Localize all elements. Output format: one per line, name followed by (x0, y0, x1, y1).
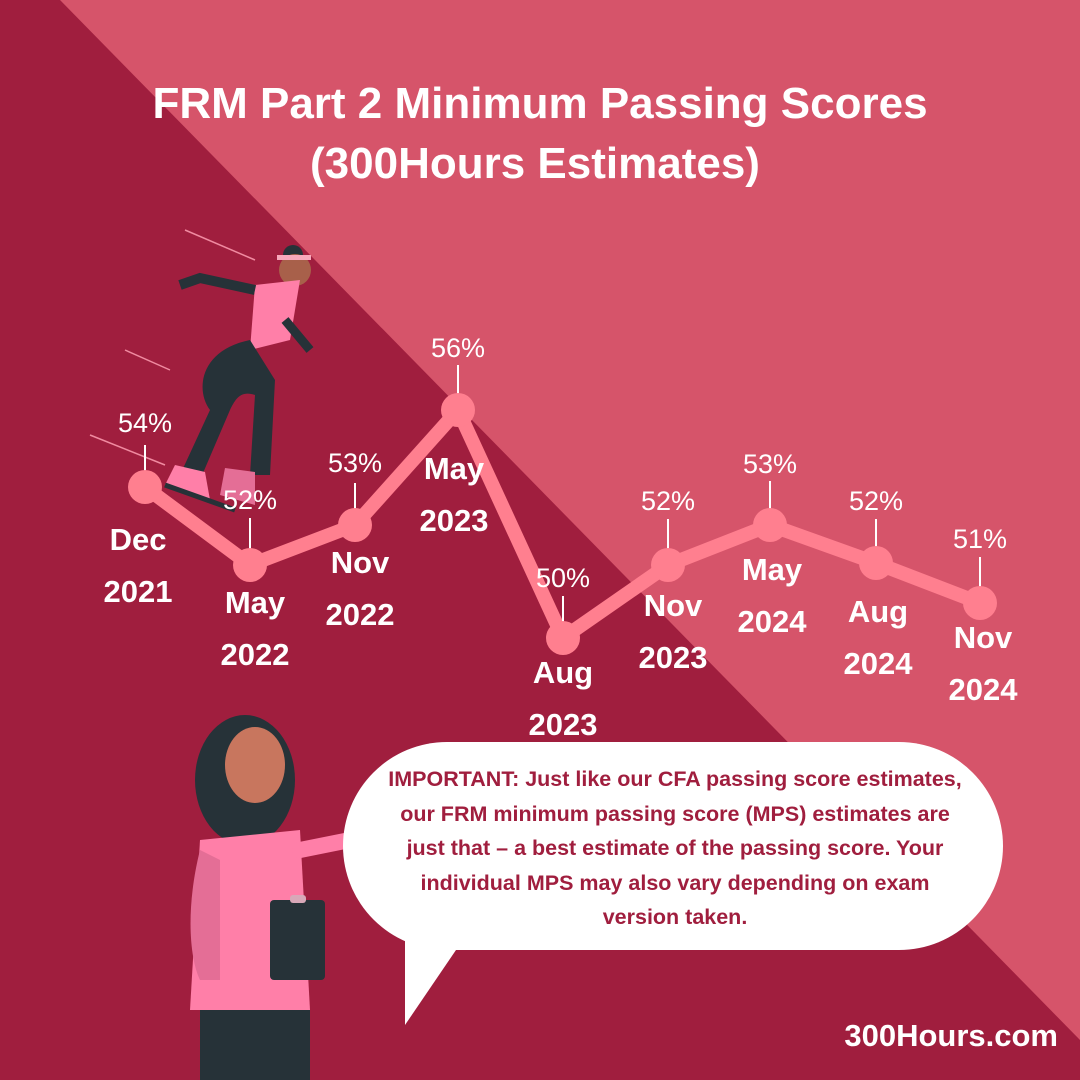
presenter-illustration-icon (190, 715, 405, 1080)
value-label: 51% (952, 524, 1008, 554)
data-point (651, 548, 685, 582)
value-label: 54% (117, 408, 173, 438)
data-point (859, 546, 893, 580)
category-label: Nov 2022 (325, 545, 395, 632)
title-line-2: (300Hours Estimates) (310, 139, 760, 188)
category-label: May 2024 (737, 552, 807, 639)
disclaimer-note: IMPORTANT: Just like our CFA passing sco… (388, 767, 962, 929)
value-label: 56% (430, 333, 486, 363)
data-point (963, 586, 997, 620)
page-title: FRM Part 2 Minimum Passing Scores (300Ho… (0, 74, 1080, 194)
value-label: 52% (640, 486, 696, 516)
brand-link[interactable]: 300Hours.com (844, 1018, 1058, 1053)
category-label: Dec 2021 (103, 522, 173, 609)
speech-bubble-tail (405, 900, 490, 1025)
value-label: 52% (222, 485, 278, 515)
category-label: Nov 2023 (638, 588, 708, 675)
data-point (128, 470, 162, 504)
skater-illustration-icon (89, 229, 314, 513)
title-line-1: FRM Part 2 Minimum Passing Scores (152, 79, 928, 128)
category-label: May 2023 (419, 451, 489, 538)
data-point (233, 548, 267, 582)
category-label: Aug 2023 (528, 655, 598, 742)
data-point (338, 508, 372, 542)
value-label: 52% (848, 486, 904, 516)
category-label: May 2022 (220, 585, 290, 672)
category-label: Nov 2024 (948, 620, 1018, 707)
data-point (753, 508, 787, 542)
value-label: 53% (327, 448, 383, 478)
value-label: 50% (535, 563, 591, 593)
data-point (441, 393, 475, 427)
value-label: 53% (742, 449, 798, 479)
category-label: Aug 2024 (843, 594, 913, 681)
data-point (546, 621, 580, 655)
